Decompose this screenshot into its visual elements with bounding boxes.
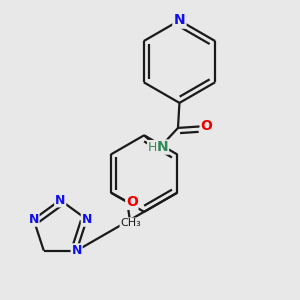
- Text: N: N: [55, 194, 65, 207]
- Text: N: N: [28, 213, 39, 226]
- Text: O: O: [126, 195, 138, 209]
- Text: N: N: [157, 140, 169, 154]
- Text: CH₃: CH₃: [120, 218, 141, 228]
- Text: O: O: [201, 119, 212, 134]
- Text: H: H: [148, 141, 157, 154]
- Text: N: N: [174, 14, 185, 27]
- Text: N: N: [82, 213, 92, 226]
- Text: N: N: [71, 244, 82, 257]
